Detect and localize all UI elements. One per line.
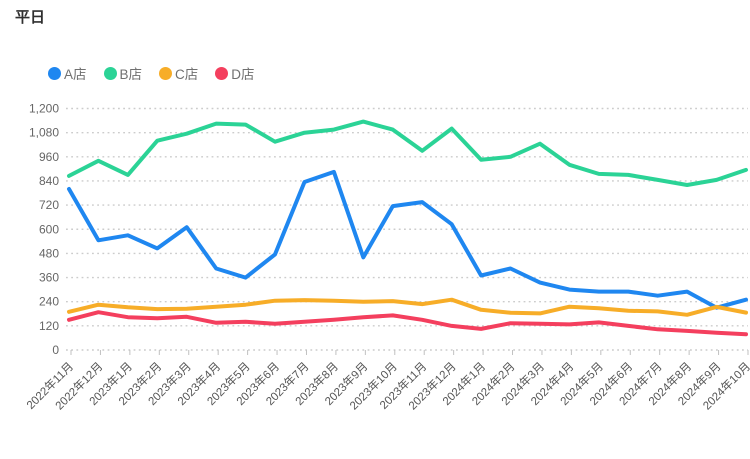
y-axis-tick-label: 120 xyxy=(39,319,59,333)
y-axis-tick-label: 360 xyxy=(39,271,59,285)
legend-label: B店 xyxy=(119,67,143,82)
legend-color-dot-icon xyxy=(215,66,229,80)
y-axis-tick-label: 1,200 xyxy=(29,102,59,116)
chart-legend: A店 B店 C店 D店 xyxy=(48,63,255,83)
legend-label: A店 xyxy=(64,67,87,82)
legend-item-0[interactable]: A店 xyxy=(48,63,87,83)
legend-item-3[interactable]: D店 xyxy=(215,63,255,83)
y-axis-tick-label: 600 xyxy=(39,222,59,236)
y-axis-tick-label: 480 xyxy=(39,246,59,260)
y-axis-tick-label: 960 xyxy=(39,150,59,164)
y-axis-tick-label: 240 xyxy=(39,295,59,309)
series-line-2 xyxy=(67,297,748,317)
legend-color-dot-icon xyxy=(159,66,173,80)
legend-item-2[interactable]: C店 xyxy=(159,63,198,83)
legend-color-dot-icon xyxy=(103,66,117,80)
legend-color-dot-icon xyxy=(48,66,61,80)
series-line-0 xyxy=(67,169,748,310)
legend-label: C店 xyxy=(175,67,199,82)
chart-title: 平日 xyxy=(15,9,46,26)
series-line-1 xyxy=(67,119,748,187)
y-axis-tick-label: 720 xyxy=(39,198,59,212)
y-axis-tick-label: 1,080 xyxy=(29,126,59,140)
legend-label: D店 xyxy=(231,67,255,82)
y-axis-tick-label: 840 xyxy=(39,174,59,188)
legend-item-1[interactable]: B店 xyxy=(103,63,143,83)
y-axis-tick-label: 0 xyxy=(52,343,59,357)
series-line-3 xyxy=(67,310,748,337)
